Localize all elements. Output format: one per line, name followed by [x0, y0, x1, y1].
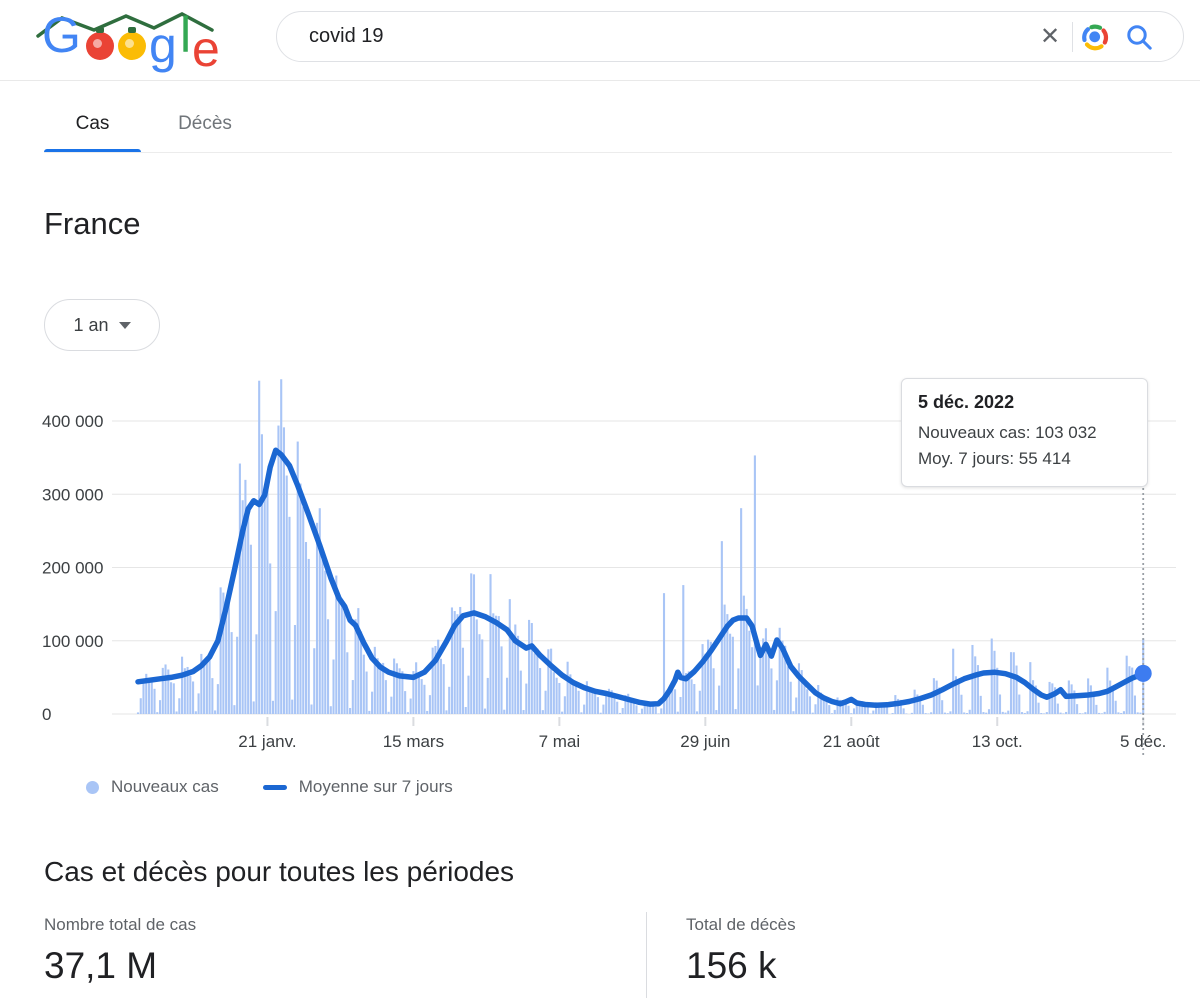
search-icon	[1127, 24, 1152, 50]
caret-down-icon	[118, 321, 131, 329]
chart-tooltip: 5 déc. 2022 Nouveaux cas: 103 032 Moy. 7…	[901, 378, 1148, 487]
tooltip-date: 5 déc. 2022	[918, 392, 1015, 412]
region-title: France	[44, 206, 141, 241]
tooltip-7day-avg: Moy. 7 jours: 55 414	[918, 449, 1071, 469]
svg-text:13 oct.: 13 oct.	[972, 732, 1023, 751]
svg-text:29 juin: 29 juin	[680, 732, 730, 751]
tabs-divider	[44, 152, 1172, 153]
tab-deces-label: Décès	[178, 113, 232, 134]
legend-average-label: Moyenne sur 7 jours	[298, 777, 453, 796]
stat-total-deaths-label: Total de décès	[686, 915, 796, 934]
clear-icon: ✕	[1039, 23, 1061, 50]
summary-heading: Cas et décès pour toutes les périodes	[44, 856, 515, 887]
covid-cases-chart[interactable]: 0 100 000 200 000 300 000 400 000 21 janv. 15 …	[0, 360, 1200, 765]
stat-total-deaths: Total de décès 156 k	[686, 915, 796, 987]
legend-new-cases-label: Nouveaux cas	[111, 777, 219, 796]
svg-text:300 000: 300 000	[42, 485, 103, 504]
stat-total-cases-value: 37,1 M	[44, 945, 158, 986]
tab-cas[interactable]: Cas	[44, 96, 141, 152]
svg-text:400 000: 400 000	[42, 412, 103, 431]
search-input[interactable]	[307, 24, 1028, 49]
logo-letter: G	[42, 7, 81, 63]
time-range-label: 1 an	[73, 314, 109, 335]
stat-total-deaths-value: 156 k	[686, 945, 777, 986]
svg-text:15 mars: 15 mars	[383, 732, 444, 751]
svg-text:21 janv.: 21 janv.	[238, 732, 296, 751]
tab-deces[interactable]: Décès	[165, 96, 245, 152]
svg-text:21 août: 21 août	[823, 732, 880, 751]
active-tab-underline	[44, 149, 141, 152]
logo-letter: e	[192, 21, 220, 77]
stat-total-cases: Nombre total de cas 37,1 M	[44, 915, 196, 987]
svg-text:5 déc.: 5 déc.	[1120, 732, 1166, 751]
ornament-bulb-icon	[118, 27, 146, 60]
result-tabs: Cas Décès	[44, 96, 245, 152]
legend-item-new-cases: Nouveaux cas	[86, 777, 219, 797]
search-submit-button[interactable]	[1117, 15, 1161, 59]
svg-text:0: 0	[42, 705, 51, 724]
logo-letter: g	[149, 17, 177, 73]
garland-string-icon	[36, 12, 214, 38]
svg-text:7 mai: 7 mai	[539, 732, 581, 751]
google-lens-icon	[1082, 24, 1109, 50]
legend-dot-icon	[86, 780, 99, 794]
chart-legend: Nouveaux cas Moyenne sur 7 jours	[86, 777, 453, 797]
stat-total-cases-label: Nombre total de cas	[44, 915, 197, 934]
summary-stats: Nombre total de cas 37,1 M Total de décè…	[0, 912, 1200, 998]
tooltip-new-cases: Nouveaux cas: 103 032	[918, 423, 1097, 442]
google-lens-button[interactable]	[1073, 15, 1117, 59]
search-divider	[1072, 21, 1073, 52]
clear-search-button[interactable]: ✕	[1028, 15, 1072, 59]
logo-letter: l	[180, 7, 191, 63]
search-box[interactable]: ✕	[276, 11, 1184, 62]
ornament-bulb-icon	[86, 27, 114, 60]
legend-line-icon	[262, 784, 287, 790]
time-range-dropdown[interactable]: 1 an	[44, 299, 160, 351]
svg-text:100 000: 100 000	[42, 632, 103, 651]
svg-text:200 000: 200 000	[42, 559, 103, 578]
legend-item-average: Moyenne sur 7 jours	[262, 777, 453, 797]
tab-cas-label: Cas	[75, 113, 110, 134]
stats-divider	[646, 912, 647, 998]
